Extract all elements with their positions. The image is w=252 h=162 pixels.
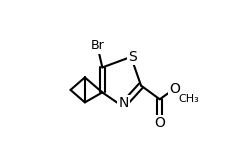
- Text: CH₃: CH₃: [178, 94, 199, 104]
- Text: O: O: [169, 82, 180, 96]
- Text: O: O: [154, 116, 165, 130]
- Text: S: S: [129, 50, 137, 64]
- Text: Br: Br: [90, 39, 104, 52]
- Text: N: N: [118, 96, 129, 110]
